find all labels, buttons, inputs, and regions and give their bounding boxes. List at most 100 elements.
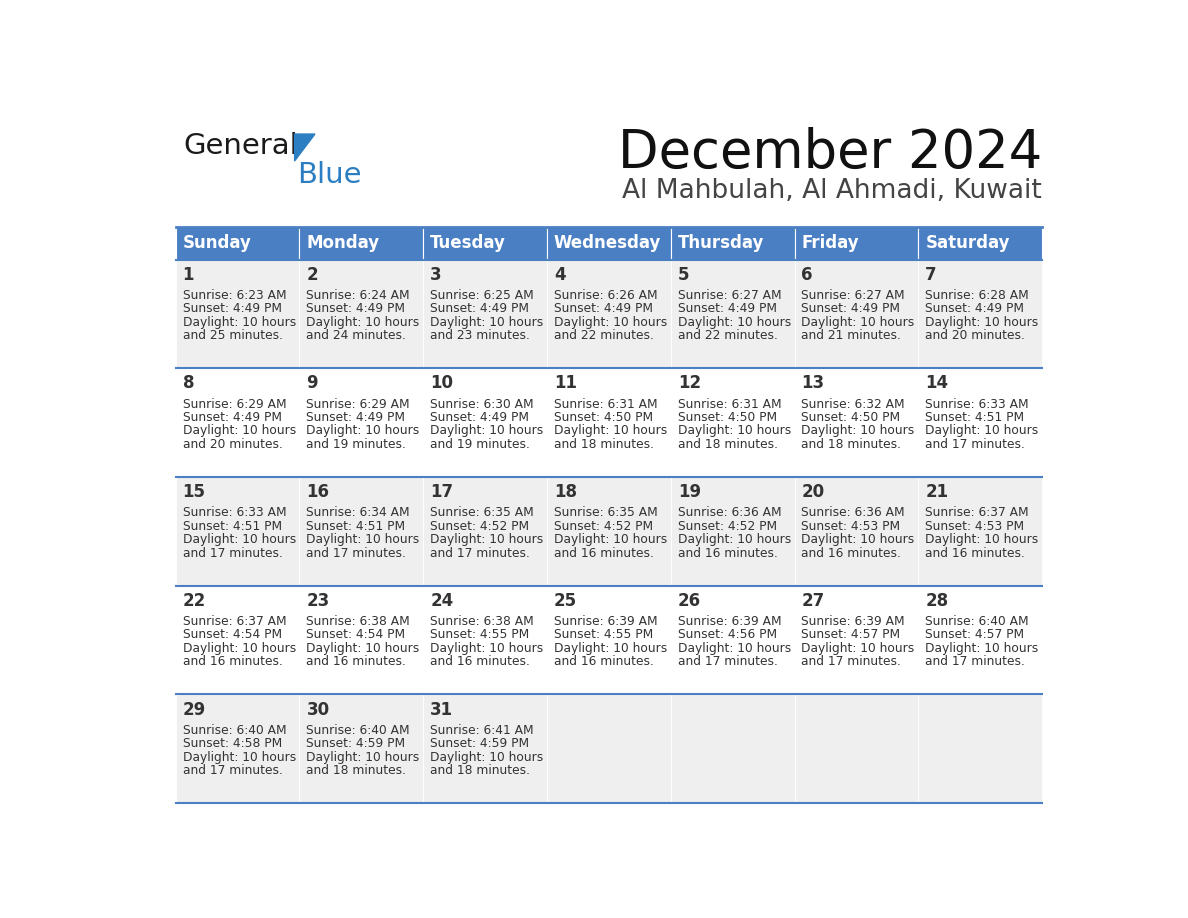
Text: Sunset: 4:57 PM: Sunset: 4:57 PM — [802, 629, 901, 642]
Text: Sunrise: 6:31 AM: Sunrise: 6:31 AM — [677, 397, 782, 410]
Text: Daylight: 10 hours: Daylight: 10 hours — [802, 316, 915, 329]
Text: and 18 minutes.: and 18 minutes. — [554, 438, 653, 451]
Text: Sunset: 4:55 PM: Sunset: 4:55 PM — [430, 629, 530, 642]
Bar — [423, 368, 546, 477]
Text: Sunset: 4:59 PM: Sunset: 4:59 PM — [307, 737, 405, 750]
Text: Daylight: 10 hours: Daylight: 10 hours — [307, 751, 419, 764]
Text: Sunset: 4:58 PM: Sunset: 4:58 PM — [183, 737, 282, 750]
Text: and 17 minutes.: and 17 minutes. — [925, 438, 1025, 451]
Text: Blue: Blue — [297, 161, 361, 189]
Bar — [423, 260, 546, 368]
Text: Sunset: 4:54 PM: Sunset: 4:54 PM — [183, 629, 282, 642]
Bar — [176, 477, 299, 586]
Text: Daylight: 10 hours: Daylight: 10 hours — [802, 424, 915, 438]
Text: 18: 18 — [554, 483, 577, 501]
Text: Sunset: 4:51 PM: Sunset: 4:51 PM — [307, 520, 405, 532]
Text: and 17 minutes.: and 17 minutes. — [802, 655, 902, 668]
Text: Sunday: Sunday — [183, 234, 252, 252]
Bar — [671, 260, 795, 368]
Text: 26: 26 — [677, 592, 701, 610]
Bar — [299, 586, 423, 694]
Text: December 2024: December 2024 — [618, 127, 1042, 179]
Bar — [299, 694, 423, 803]
Text: Daylight: 10 hours: Daylight: 10 hours — [307, 642, 419, 655]
Text: Sunset: 4:59 PM: Sunset: 4:59 PM — [430, 737, 530, 750]
Text: Sunset: 4:54 PM: Sunset: 4:54 PM — [307, 629, 405, 642]
Bar — [176, 227, 299, 260]
Text: Daylight: 10 hours: Daylight: 10 hours — [307, 424, 419, 438]
Text: Daylight: 10 hours: Daylight: 10 hours — [307, 316, 419, 329]
Text: Sunset: 4:53 PM: Sunset: 4:53 PM — [925, 520, 1024, 532]
Text: Sunrise: 6:23 AM: Sunrise: 6:23 AM — [183, 289, 286, 302]
Text: Sunset: 4:49 PM: Sunset: 4:49 PM — [183, 411, 282, 424]
Bar — [671, 586, 795, 694]
Text: Daylight: 10 hours: Daylight: 10 hours — [554, 642, 668, 655]
Text: Sunset: 4:50 PM: Sunset: 4:50 PM — [802, 411, 901, 424]
Text: Tuesday: Tuesday — [430, 234, 506, 252]
Text: Sunset: 4:56 PM: Sunset: 4:56 PM — [677, 629, 777, 642]
Text: Daylight: 10 hours: Daylight: 10 hours — [925, 642, 1038, 655]
Text: and 16 minutes.: and 16 minutes. — [554, 655, 653, 668]
Text: Monday: Monday — [307, 234, 379, 252]
Text: Daylight: 10 hours: Daylight: 10 hours — [554, 533, 668, 546]
Bar — [918, 260, 1042, 368]
Text: 6: 6 — [802, 265, 813, 284]
Text: Sunrise: 6:32 AM: Sunrise: 6:32 AM — [802, 397, 905, 410]
Bar — [546, 586, 671, 694]
Text: Al Mahbulah, Al Ahmadi, Kuwait: Al Mahbulah, Al Ahmadi, Kuwait — [623, 178, 1042, 204]
Text: 10: 10 — [430, 375, 453, 392]
Text: and 17 minutes.: and 17 minutes. — [677, 655, 778, 668]
Text: Daylight: 10 hours: Daylight: 10 hours — [925, 424, 1038, 438]
Text: Sunrise: 6:39 AM: Sunrise: 6:39 AM — [554, 615, 658, 628]
Text: Sunrise: 6:35 AM: Sunrise: 6:35 AM — [430, 506, 533, 520]
Text: Sunrise: 6:29 AM: Sunrise: 6:29 AM — [307, 397, 410, 410]
Bar — [546, 477, 671, 586]
Text: Sunrise: 6:38 AM: Sunrise: 6:38 AM — [430, 615, 533, 628]
Bar — [671, 227, 795, 260]
Text: Daylight: 10 hours: Daylight: 10 hours — [183, 424, 296, 438]
Text: and 17 minutes.: and 17 minutes. — [183, 547, 283, 560]
Text: Saturday: Saturday — [925, 234, 1010, 252]
Text: Sunrise: 6:33 AM: Sunrise: 6:33 AM — [183, 506, 286, 520]
Text: Daylight: 10 hours: Daylight: 10 hours — [677, 424, 791, 438]
Text: Sunset: 4:50 PM: Sunset: 4:50 PM — [554, 411, 653, 424]
Text: Daylight: 10 hours: Daylight: 10 hours — [677, 316, 791, 329]
Text: Sunrise: 6:35 AM: Sunrise: 6:35 AM — [554, 506, 658, 520]
Text: 27: 27 — [802, 592, 824, 610]
Text: Sunrise: 6:39 AM: Sunrise: 6:39 AM — [802, 615, 905, 628]
Text: Sunset: 4:52 PM: Sunset: 4:52 PM — [554, 520, 653, 532]
Bar — [299, 477, 423, 586]
Text: and 18 minutes.: and 18 minutes. — [677, 438, 778, 451]
Text: General: General — [183, 131, 298, 160]
Bar — [299, 260, 423, 368]
Text: and 19 minutes.: and 19 minutes. — [430, 438, 530, 451]
Text: 12: 12 — [677, 375, 701, 392]
Text: Sunrise: 6:40 AM: Sunrise: 6:40 AM — [307, 723, 410, 737]
Bar — [176, 368, 299, 477]
Text: Daylight: 10 hours: Daylight: 10 hours — [925, 533, 1038, 546]
Text: 20: 20 — [802, 483, 824, 501]
Bar — [918, 586, 1042, 694]
Bar — [918, 477, 1042, 586]
Text: Sunset: 4:49 PM: Sunset: 4:49 PM — [802, 302, 901, 315]
Text: and 16 minutes.: and 16 minutes. — [430, 655, 530, 668]
Text: Sunrise: 6:37 AM: Sunrise: 6:37 AM — [925, 506, 1029, 520]
Text: and 18 minutes.: and 18 minutes. — [802, 438, 902, 451]
Bar — [176, 260, 299, 368]
Text: Sunset: 4:49 PM: Sunset: 4:49 PM — [554, 302, 653, 315]
Bar — [176, 586, 299, 694]
Text: and 17 minutes.: and 17 minutes. — [307, 547, 406, 560]
Text: 4: 4 — [554, 265, 565, 284]
Text: and 18 minutes.: and 18 minutes. — [307, 764, 406, 778]
Text: Daylight: 10 hours: Daylight: 10 hours — [183, 642, 296, 655]
Text: Sunrise: 6:39 AM: Sunrise: 6:39 AM — [677, 615, 782, 628]
Bar — [546, 368, 671, 477]
Text: and 16 minutes.: and 16 minutes. — [307, 655, 406, 668]
Text: Sunset: 4:49 PM: Sunset: 4:49 PM — [430, 302, 529, 315]
Text: Sunset: 4:55 PM: Sunset: 4:55 PM — [554, 629, 653, 642]
Text: Sunset: 4:49 PM: Sunset: 4:49 PM — [677, 302, 777, 315]
Text: Sunset: 4:49 PM: Sunset: 4:49 PM — [307, 411, 405, 424]
Text: and 16 minutes.: and 16 minutes. — [925, 547, 1025, 560]
Text: Daylight: 10 hours: Daylight: 10 hours — [183, 751, 296, 764]
Text: 2: 2 — [307, 265, 318, 284]
